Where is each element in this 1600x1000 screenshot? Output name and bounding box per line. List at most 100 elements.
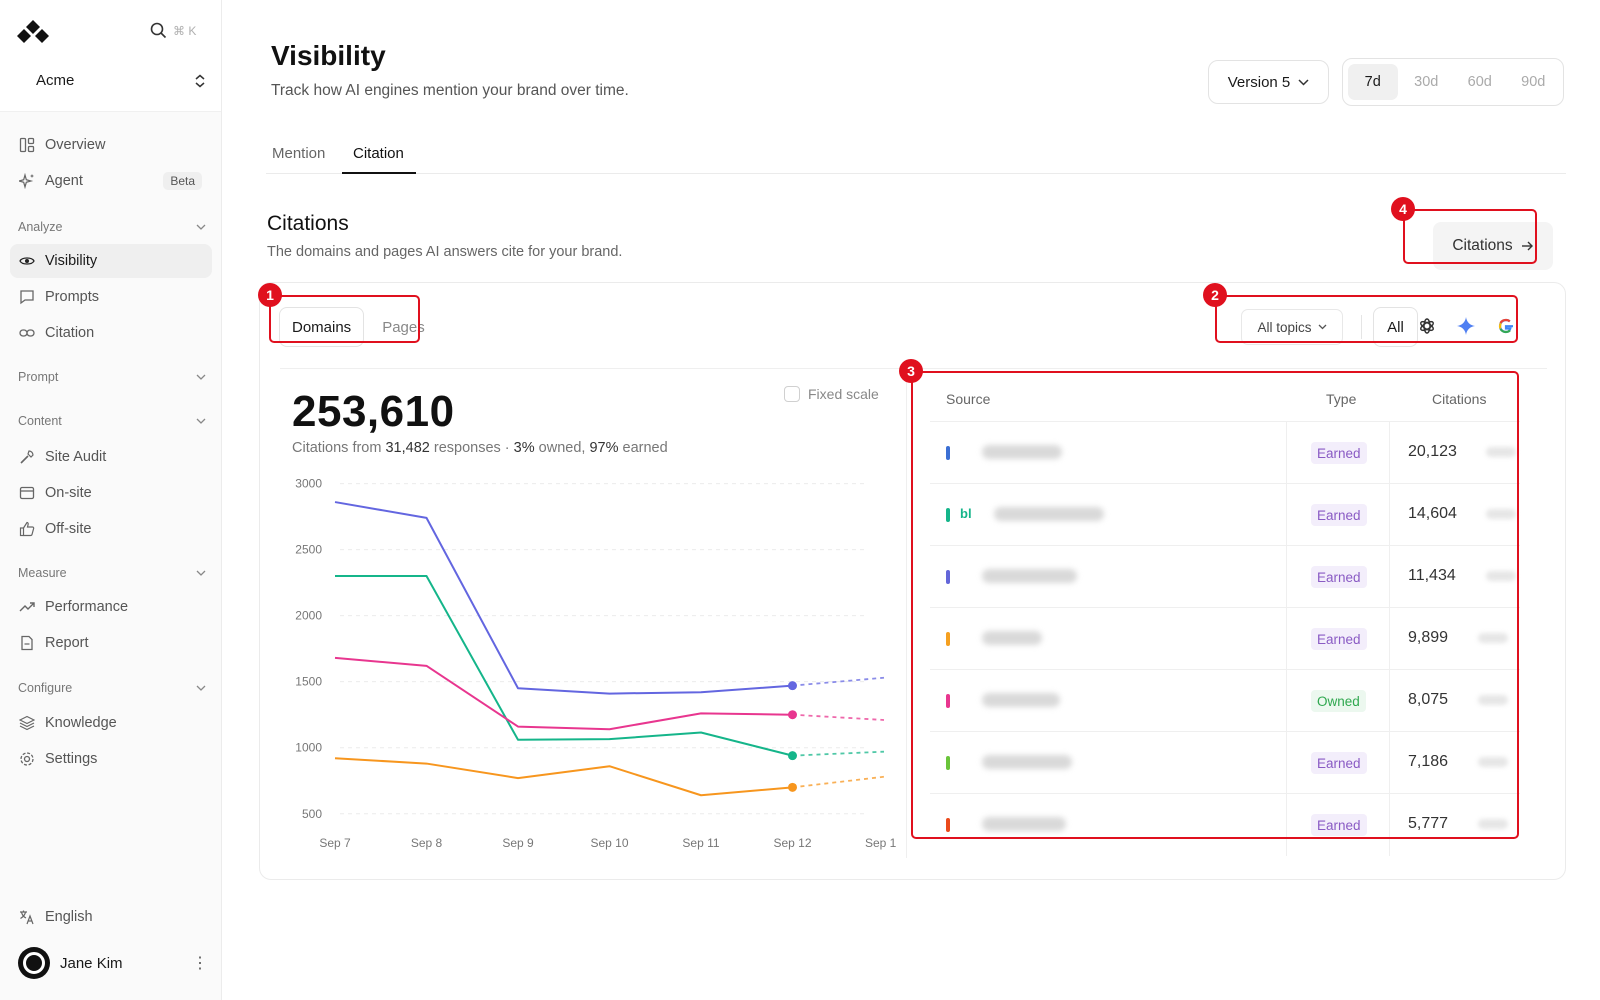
- version-select[interactable]: Version 5: [1208, 60, 1329, 104]
- divider: [906, 368, 907, 858]
- y-tick-label: 1000: [295, 741, 322, 755]
- segment-domains[interactable]: Domains: [279, 307, 365, 347]
- type-badge: Earned: [1311, 566, 1367, 588]
- citation-share-redacted: [1478, 633, 1508, 643]
- type-badge: Earned: [1311, 814, 1367, 836]
- owned-percent: 3%: [513, 440, 535, 456]
- y-tick-label: 3000: [295, 477, 322, 491]
- section-content[interactable]: Content: [18, 414, 206, 428]
- range-7d[interactable]: 7d: [1348, 64, 1398, 100]
- page-title: Visibility: [271, 40, 386, 71]
- chatgpt-icon[interactable]: [1416, 315, 1438, 337]
- source-domain-redacted[interactable]: [994, 507, 1104, 521]
- sidebar-item-citation[interactable]: Citation: [10, 316, 212, 350]
- range-30d[interactable]: 30d: [1414, 74, 1439, 90]
- range-60d[interactable]: 60d: [1467, 74, 1492, 90]
- sidebar-item-visibility[interactable]: Visibility: [10, 244, 212, 278]
- source-color-marker: [946, 508, 950, 522]
- column-header-citations[interactable]: Citations: [1432, 391, 1487, 407]
- citation-count: 8,075: [1408, 691, 1449, 708]
- sidebar-item-settings[interactable]: Settings: [10, 742, 212, 776]
- topic-filter[interactable]: All topics: [1241, 309, 1343, 345]
- source-domain-redacted[interactable]: [982, 817, 1066, 831]
- summary-mid: responses ·: [433, 440, 510, 456]
- section-label: Content: [18, 414, 62, 428]
- sidebar-item-label: Off-site: [45, 521, 92, 537]
- arrow-right-icon: [1521, 241, 1533, 251]
- sidebar-item-label: Report: [45, 635, 89, 651]
- section-analyze[interactable]: Analyze: [18, 220, 206, 234]
- source-domain-redacted[interactable]: [982, 631, 1042, 645]
- table-row[interactable]: Owned 8,075: [930, 669, 1520, 732]
- tab-citation[interactable]: Citation: [353, 145, 404, 162]
- source-domain-redacted[interactable]: [982, 445, 1062, 459]
- topic-filter-label: All topics: [1257, 319, 1312, 335]
- more-icon[interactable]: ⋮: [192, 955, 208, 972]
- series-line: [334, 656, 793, 731]
- section-label: Measure: [18, 566, 67, 580]
- x-tick-label: Sep 13: [865, 836, 896, 850]
- y-tick-label: 2500: [295, 543, 322, 557]
- section-configure[interactable]: Configure: [18, 681, 206, 695]
- x-tick-label: Sep 10: [590, 836, 628, 850]
- table-row[interactable]: bl Earned 14,604: [930, 483, 1520, 546]
- column-header-type[interactable]: Type: [1326, 391, 1357, 407]
- language-label: English: [45, 909, 93, 925]
- sidebar-item-agent[interactable]: Agent Beta: [10, 164, 212, 198]
- google-icon[interactable]: [1495, 315, 1517, 337]
- source-color-marker: [946, 694, 950, 708]
- chevron-down-icon: [196, 418, 206, 424]
- type-cell: Owned: [1286, 670, 1390, 732]
- source-domain-redacted[interactable]: [982, 569, 1077, 583]
- source-color-marker: [946, 818, 950, 832]
- segment-pages[interactable]: Pages: [382, 318, 425, 336]
- sidebar-item-site-audit[interactable]: Site Audit: [10, 440, 212, 474]
- source-domain-redacted[interactable]: [982, 693, 1060, 707]
- table-row[interactable]: Earned 5,777: [930, 793, 1520, 856]
- engine-filter-all[interactable]: All: [1373, 307, 1418, 347]
- fixed-scale-checkbox[interactable]: [784, 386, 800, 402]
- table-row[interactable]: Earned 11,434: [930, 545, 1520, 608]
- org-switcher[interactable]: Acme: [36, 72, 206, 89]
- section-prompt[interactable]: Prompt: [18, 370, 206, 384]
- gemini-icon[interactable]: [1455, 315, 1477, 337]
- tab-mention[interactable]: Mention: [272, 145, 326, 162]
- active-tab-indicator: [342, 172, 416, 174]
- range-90d[interactable]: 90d: [1521, 74, 1546, 90]
- user-menu[interactable]: Jane Kim ⋮: [18, 947, 208, 979]
- y-tick-label: 1500: [295, 675, 322, 689]
- sidebar-item-performance[interactable]: Performance: [10, 590, 212, 624]
- table-row[interactable]: Earned 7,186: [930, 731, 1520, 794]
- search-button[interactable]: ⌘ K: [150, 22, 196, 39]
- section-measure[interactable]: Measure: [18, 566, 206, 580]
- sidebar-item-label: Citation: [45, 325, 95, 341]
- sidebar-item-label: Knowledge: [45, 715, 117, 731]
- chevron-down-icon: [196, 685, 206, 691]
- sidebar-item-overview[interactable]: Overview: [10, 128, 212, 162]
- source-color-marker: [946, 570, 950, 584]
- fixed-scale-toggle[interactable]: Fixed scale: [784, 386, 879, 402]
- sidebar-item-label: Overview: [45, 137, 106, 153]
- column-header-source[interactable]: Source: [946, 391, 991, 407]
- sidebar-item-knowledge[interactable]: Knowledge: [10, 706, 212, 740]
- language-switcher[interactable]: English: [10, 900, 212, 934]
- search-shortcut: ⌘ K: [173, 23, 197, 38]
- sidebar-item-prompts[interactable]: Prompts: [10, 280, 212, 314]
- type-cell: Earned: [1286, 422, 1390, 484]
- logo-icon[interactable]: [16, 20, 50, 46]
- y-tick-label: 500: [302, 807, 322, 821]
- annotation-marker-1: 1: [258, 283, 282, 307]
- sidebar-item-on-site[interactable]: On-site: [10, 476, 212, 510]
- source-domain-redacted[interactable]: [982, 755, 1072, 769]
- table-row[interactable]: Earned 20,123: [930, 421, 1520, 484]
- gear-icon: [20, 752, 34, 766]
- section-title: Citations: [267, 212, 349, 235]
- table-row[interactable]: Earned 9,899: [930, 607, 1520, 670]
- sidebar-item-label: Agent: [45, 173, 83, 189]
- section-subtitle: The domains and pages AI answers cite fo…: [267, 244, 623, 260]
- sidebar-item-off-site[interactable]: Off-site: [10, 512, 212, 546]
- sidebar-item-report[interactable]: Report: [10, 626, 212, 660]
- series-line: [335, 575, 793, 757]
- divider: [1361, 315, 1362, 339]
- x-tick-label: Sep 8: [411, 836, 443, 850]
